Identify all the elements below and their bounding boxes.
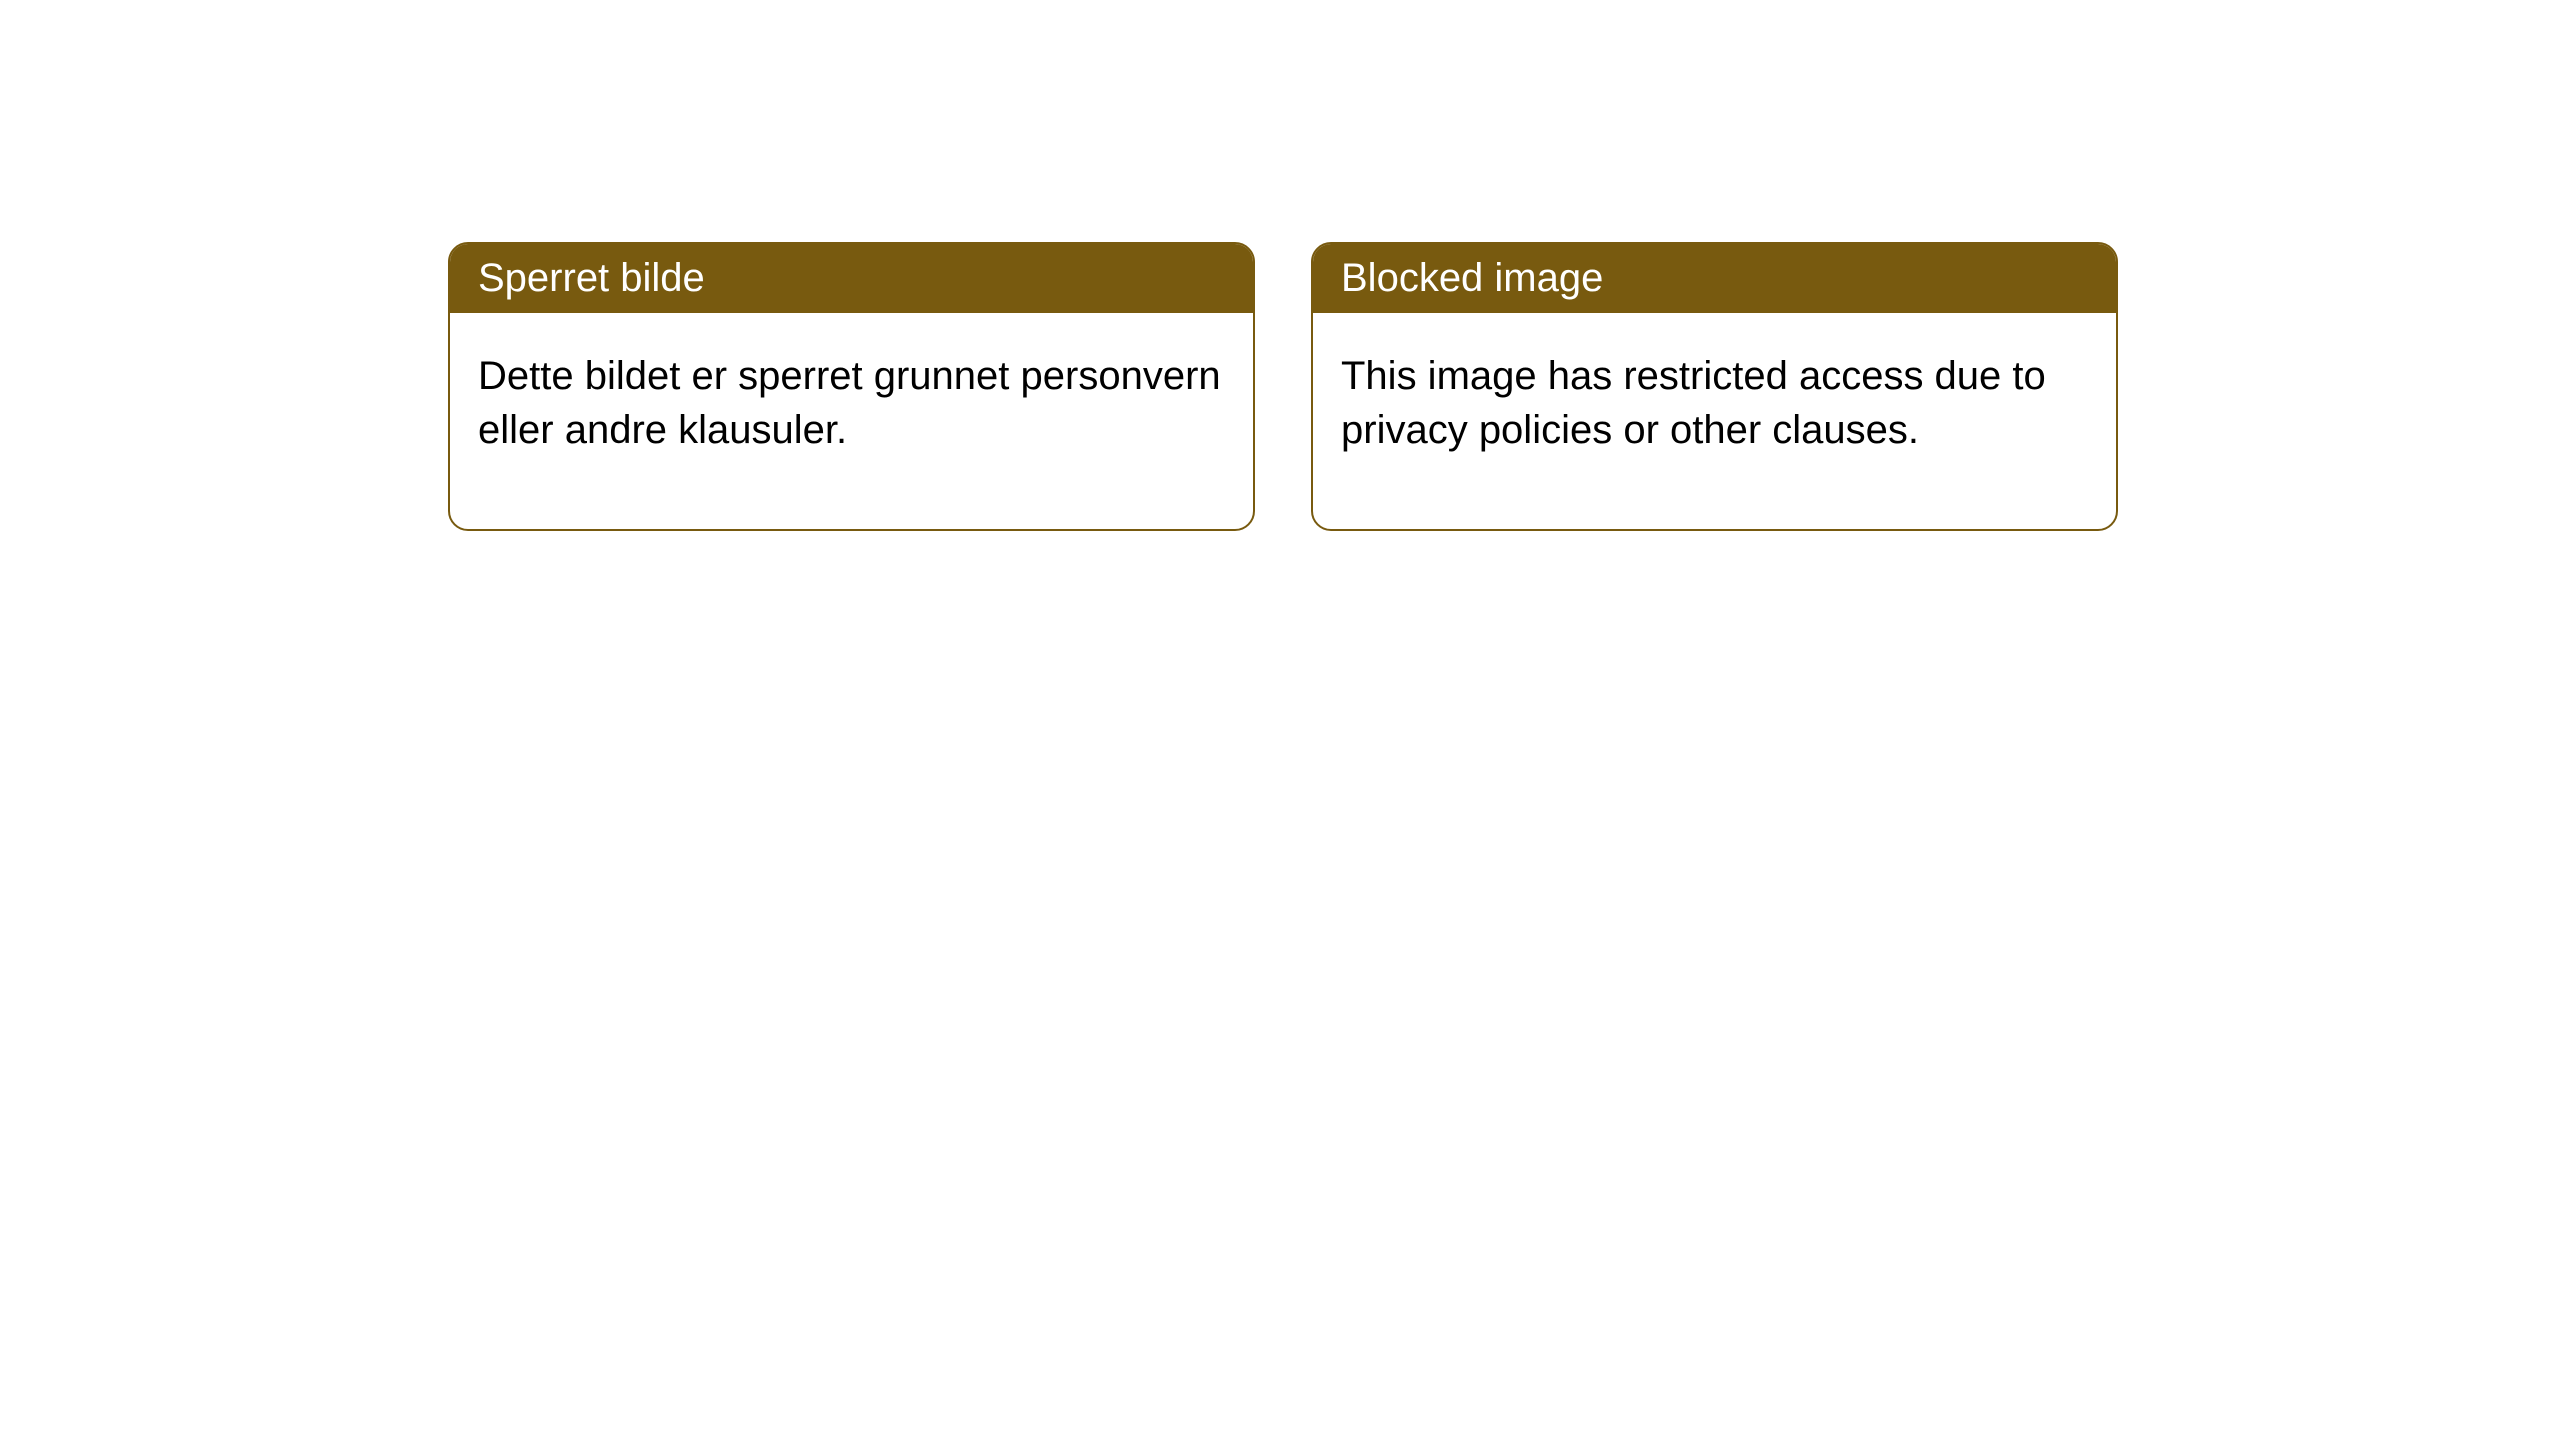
card-body-text: Dette bildet er sperret grunnet personve… bbox=[478, 354, 1221, 452]
card-body: This image has restricted access due to … bbox=[1313, 313, 2116, 529]
card-title: Blocked image bbox=[1341, 256, 1603, 300]
cards-container: Sperret bilde Dette bildet er sperret gr… bbox=[448, 242, 2118, 531]
card-body-text: This image has restricted access due to … bbox=[1341, 354, 2046, 452]
card-header: Blocked image bbox=[1313, 244, 2116, 313]
card-title: Sperret bilde bbox=[478, 256, 705, 300]
card-body: Dette bildet er sperret grunnet personve… bbox=[450, 313, 1253, 529]
card-english: Blocked image This image has restricted … bbox=[1311, 242, 2118, 531]
card-header: Sperret bilde bbox=[450, 244, 1253, 313]
card-norwegian: Sperret bilde Dette bildet er sperret gr… bbox=[448, 242, 1255, 531]
